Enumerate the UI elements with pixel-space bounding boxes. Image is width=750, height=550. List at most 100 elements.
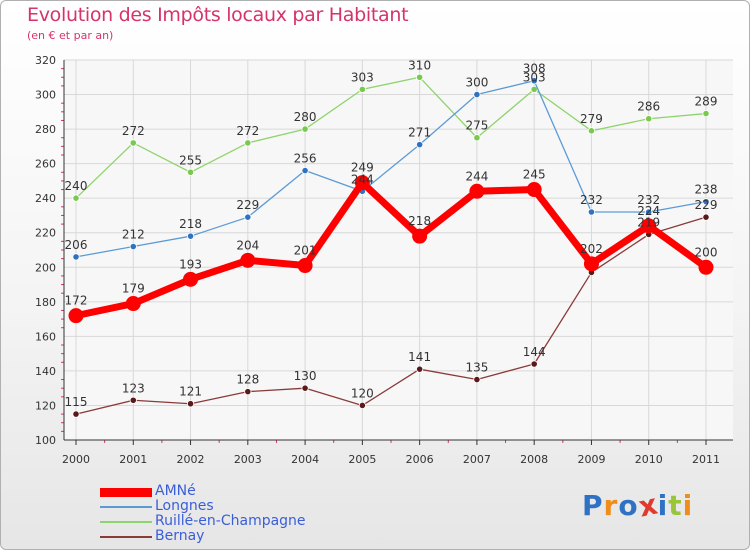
data-label-ruille-en-champagne: 289 bbox=[695, 95, 718, 109]
data-label-amne: 245 bbox=[523, 168, 546, 182]
data-point-longnes bbox=[645, 208, 653, 216]
data-label-longnes: 308 bbox=[523, 62, 546, 76]
data-point-bernay bbox=[72, 410, 80, 418]
data-label-bernay: 141 bbox=[408, 350, 431, 364]
data-label-ruille-en-champagne: 272 bbox=[122, 124, 145, 138]
data-point-ruille-en-champagne bbox=[587, 127, 596, 135]
data-label-bernay: 130 bbox=[294, 369, 317, 383]
series-line-bernay bbox=[75, 216, 707, 415]
x-tick-label: 2000 bbox=[62, 453, 90, 466]
brand-letter: o bbox=[618, 489, 639, 522]
data-point-amne bbox=[240, 252, 256, 268]
data-label-longnes: 244 bbox=[351, 172, 374, 186]
data-label-amne: 202 bbox=[580, 242, 603, 256]
legend-swatch bbox=[100, 521, 152, 523]
data-label-amne: 193 bbox=[179, 257, 202, 271]
data-point-ruille-en-champagne bbox=[244, 139, 252, 147]
data-point-longnes bbox=[473, 90, 481, 99]
data-point-amne bbox=[526, 182, 542, 198]
data-point-amne bbox=[68, 308, 84, 324]
legend-swatch bbox=[100, 536, 152, 538]
data-label-longnes: 212 bbox=[122, 228, 145, 242]
data-point-amne bbox=[698, 259, 714, 275]
brand-letter: P bbox=[582, 489, 604, 522]
x-tick-label: 2010 bbox=[635, 453, 663, 466]
data-label-ruille-en-champagne: 275 bbox=[465, 119, 488, 133]
data-point-longnes bbox=[301, 166, 309, 175]
y-tick-label: 140 bbox=[35, 365, 56, 378]
legend-label: Bernay bbox=[155, 528, 205, 544]
brand-letter: i bbox=[682, 489, 694, 522]
data-point-longnes bbox=[129, 242, 137, 251]
data-label-longnes: 238 bbox=[695, 183, 718, 197]
data-label-amne: 201 bbox=[294, 244, 317, 258]
x-tick-label: 2002 bbox=[177, 453, 205, 466]
data-point-ruille-en-champagne bbox=[645, 115, 653, 123]
data-point-ruille-en-champagne bbox=[186, 168, 195, 176]
data-label-ruille-en-champagne: 255 bbox=[179, 153, 202, 167]
brand-logo: Proxiti bbox=[582, 487, 694, 523]
data-point-longnes bbox=[244, 213, 252, 221]
data-label-amne: 179 bbox=[122, 282, 145, 296]
data-label-longnes: 218 bbox=[179, 217, 202, 231]
data-label-amne: 244 bbox=[465, 169, 488, 183]
data-point-amne bbox=[354, 175, 370, 191]
legend-label: Longnes bbox=[155, 498, 214, 514]
data-point-longnes bbox=[530, 77, 538, 85]
brand-letter: r bbox=[603, 489, 619, 522]
data-point-amne bbox=[183, 271, 199, 287]
x-tick-label: 2008 bbox=[520, 453, 548, 466]
chart-title: Evolution des Impôts locaux par Habitant bbox=[27, 4, 409, 26]
data-label-bernay: 229 bbox=[695, 198, 718, 212]
data-point-bernay bbox=[702, 213, 710, 221]
y-tick-label: 320 bbox=[35, 54, 56, 67]
data-label-longnes: 232 bbox=[637, 193, 660, 207]
data-label-ruille-en-champagne: 272 bbox=[236, 124, 259, 138]
data-point-bernay bbox=[301, 384, 309, 392]
data-label-amne: 172 bbox=[65, 294, 88, 308]
data-point-ruille-en-champagne bbox=[358, 85, 366, 93]
data-point-longnes bbox=[587, 208, 596, 216]
y-tick-label: 160 bbox=[35, 330, 56, 343]
y-tick-label: 200 bbox=[35, 261, 56, 274]
series-line-amne bbox=[72, 179, 710, 320]
data-label-longnes: 300 bbox=[465, 76, 488, 90]
data-point-bernay bbox=[530, 360, 538, 368]
data-point-ruille-en-champagne bbox=[416, 73, 424, 81]
data-point-ruille-en-champagne bbox=[129, 139, 137, 147]
data-label-bernay: 219 bbox=[637, 215, 660, 229]
data-label-bernay: 121 bbox=[179, 385, 202, 399]
x-tick-label: 2003 bbox=[234, 453, 262, 466]
data-point-bernay bbox=[244, 388, 252, 396]
x-tick-label: 2011 bbox=[692, 453, 720, 466]
y-tick-label: 300 bbox=[35, 89, 56, 102]
x-tick-label: 2007 bbox=[463, 453, 491, 466]
y-tick-label: 180 bbox=[35, 296, 56, 309]
data-point-bernay bbox=[416, 365, 424, 373]
x-tick-label: 2009 bbox=[577, 453, 605, 466]
y-tick-label: 280 bbox=[35, 123, 56, 136]
data-label-ruille-en-champagne: 280 bbox=[294, 110, 317, 124]
data-label-ruille-en-champagne: 303 bbox=[523, 70, 546, 84]
data-label-amne: 200 bbox=[695, 245, 718, 259]
data-label-longnes: 256 bbox=[294, 152, 317, 166]
brand-letter: t bbox=[668, 489, 683, 522]
data-label-longnes: 232 bbox=[580, 193, 603, 207]
data-label-bernay: 144 bbox=[523, 345, 546, 359]
data-point-bernay bbox=[186, 400, 195, 408]
chart-subtitle: (en € et par an) bbox=[27, 29, 114, 42]
data-point-amne bbox=[125, 296, 141, 312]
legend-swatch bbox=[100, 487, 152, 497]
data-point-ruille-en-champagne bbox=[301, 125, 309, 133]
data-label-bernay: 123 bbox=[122, 381, 145, 395]
data-point-ruille-en-champagne bbox=[72, 194, 80, 202]
data-label-bernay: 128 bbox=[236, 373, 259, 387]
x-tick-label: 2005 bbox=[348, 453, 376, 466]
y-tick-label: 120 bbox=[35, 399, 56, 412]
data-label-ruille-en-champagne: 310 bbox=[408, 58, 431, 72]
data-point-bernay bbox=[473, 375, 481, 384]
y-tick-label: 260 bbox=[35, 158, 56, 171]
data-point-amne bbox=[583, 256, 599, 272]
data-label-bernay: 120 bbox=[351, 386, 374, 400]
data-label-longnes: 206 bbox=[65, 238, 88, 252]
